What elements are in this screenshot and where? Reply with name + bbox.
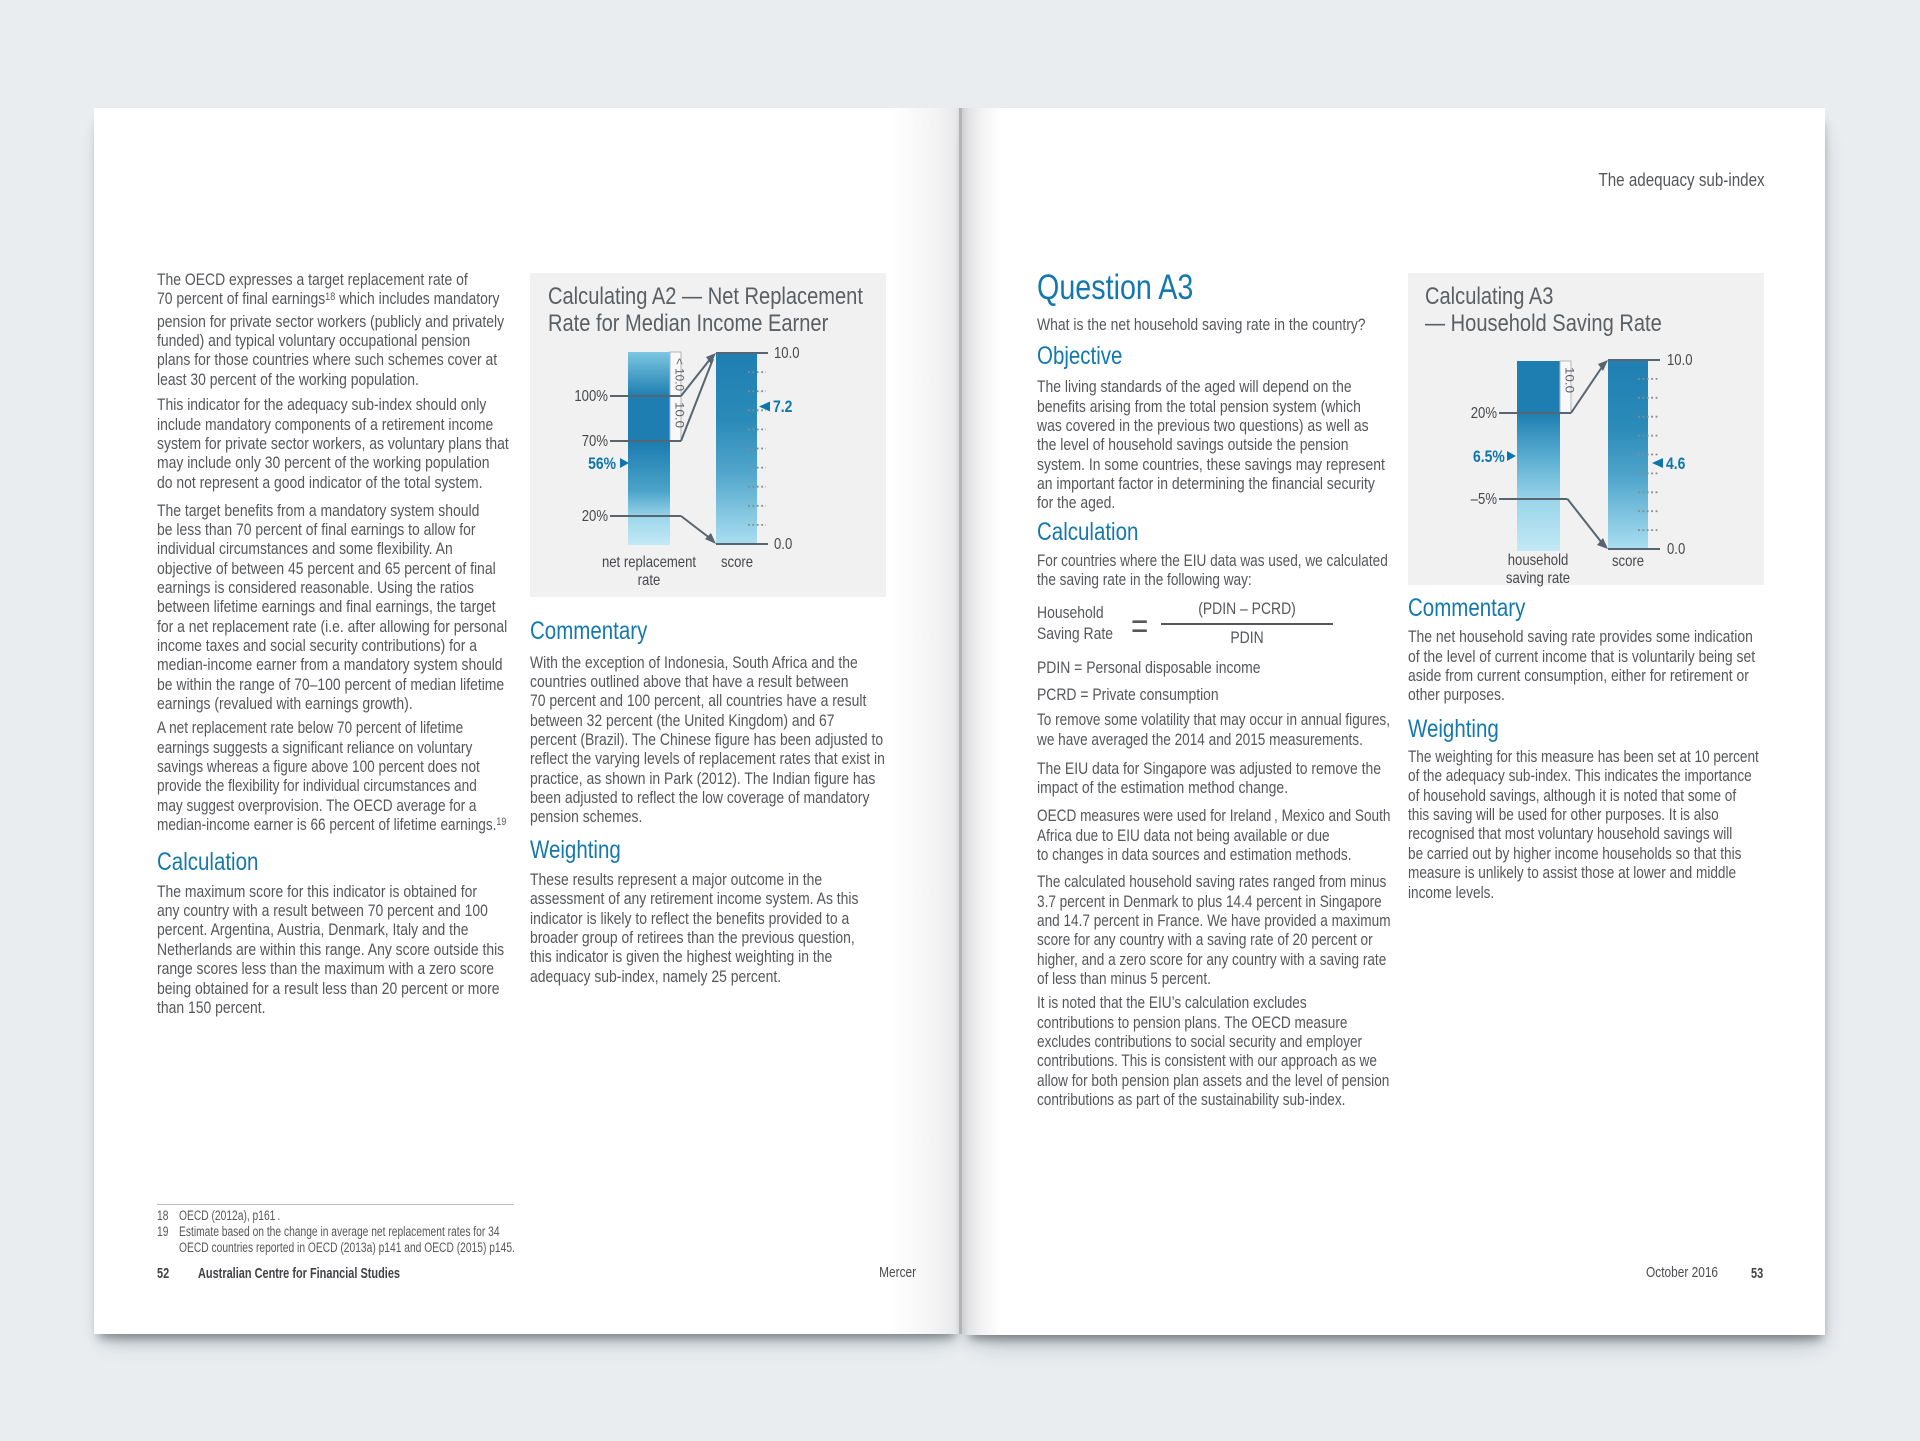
svg-text:< 10.0: < 10.0 [673, 358, 687, 391]
svg-text:10.0: 10.0 [673, 402, 687, 428]
svg-text:10.0: 10.0 [1563, 367, 1577, 393]
